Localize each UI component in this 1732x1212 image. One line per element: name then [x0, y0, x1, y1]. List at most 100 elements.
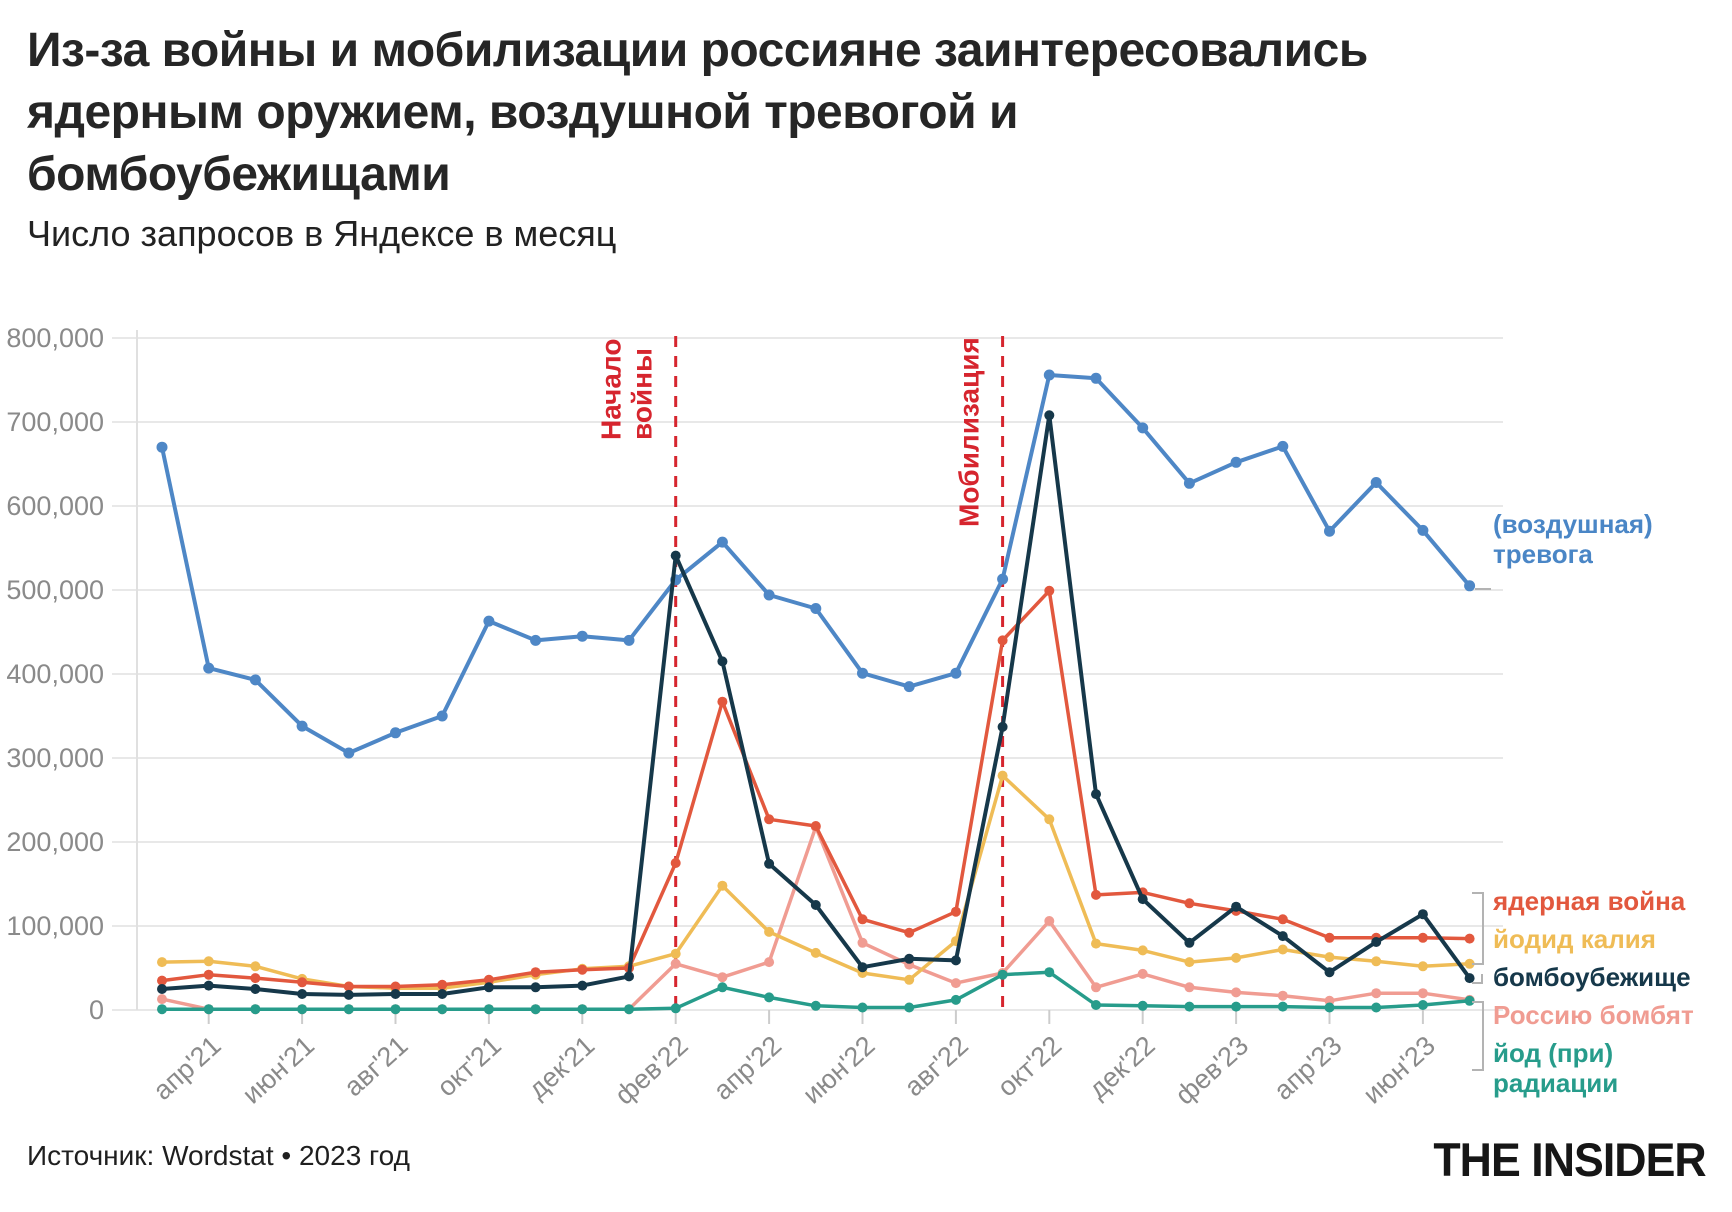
data-point: [343, 989, 354, 1000]
data-point: [950, 667, 962, 679]
data-point: [623, 634, 635, 646]
data-point: [157, 984, 167, 994]
data-point: [1184, 1001, 1195, 1012]
data-point: [717, 656, 728, 667]
data-point: [576, 630, 588, 642]
source-caption: Источник: Wordstat • 2023 год: [27, 1140, 410, 1171]
data-point: [530, 967, 541, 978]
data-point: [1183, 477, 1195, 489]
legend-bracket-war-iodide: [1472, 892, 1484, 965]
data-point: [810, 603, 822, 614]
data-point: [1324, 952, 1335, 963]
x-tick-label: июн'23: [1357, 1030, 1441, 1109]
y-tick-label: 700,000: [6, 407, 104, 437]
data-point: [1371, 1002, 1382, 1013]
data-point: [483, 982, 494, 993]
data-point: [1184, 937, 1195, 948]
data-point: [390, 981, 401, 992]
data-point: [904, 953, 915, 964]
x-tick-label: авг'22: [899, 1030, 974, 1102]
data-point: [1091, 982, 1101, 993]
data-point: [670, 958, 681, 969]
y-tick-label: 200,000: [6, 827, 104, 857]
x-tick-label: апр'21: [147, 1030, 226, 1106]
legend-russia-bombed: Россию бомбят: [1493, 1000, 1694, 1030]
data-point: [156, 441, 168, 453]
data-point: [1044, 967, 1055, 978]
data-point: [1464, 958, 1475, 969]
data-point: [1324, 525, 1335, 537]
data-point: [950, 906, 961, 917]
data-point: [763, 589, 775, 601]
data-point: [157, 1004, 167, 1015]
data-point: [530, 634, 542, 646]
data-point: [296, 720, 308, 732]
title-line-1: Из-за войны и мобилизации россияне заинт…: [27, 24, 1368, 77]
series-1: [156, 369, 1476, 759]
x-tick-label: авг'21: [338, 1030, 413, 1102]
legend-trevoga-line1: (воздушная): [1493, 509, 1653, 539]
y-tick-label: 500,000: [6, 575, 104, 605]
data-point: [950, 955, 961, 966]
event-annotations: Начало войны Мобилизация: [596, 336, 1005, 1007]
data-point: [810, 900, 821, 910]
data-point: [1417, 932, 1428, 943]
x-tick-label: окт'22: [992, 1030, 1068, 1102]
data-point: [997, 635, 1008, 646]
series-3: [157, 770, 1475, 994]
data-point: [203, 662, 215, 674]
title-line-3: бомбоубежищами: [27, 148, 451, 201]
y-tick-label: 400,000: [6, 659, 104, 689]
data-point: [1091, 1000, 1101, 1010]
data-point: [1091, 889, 1101, 900]
y-tick-label: 0: [89, 995, 104, 1025]
data-point: [624, 1004, 634, 1015]
data-point: [1231, 1001, 1242, 1012]
data-point: [670, 858, 681, 868]
data-point: [436, 710, 448, 722]
title-line-2: ядерным оружием, воздушной тревогой и: [27, 86, 1018, 139]
data-point: [1230, 456, 1242, 468]
x-tick-label: июн'22: [797, 1030, 881, 1109]
data-point: [950, 994, 961, 1005]
data-point: [904, 974, 915, 985]
data-point: [483, 974, 494, 985]
data-point: [1184, 982, 1195, 993]
legend-mark-shelter: [1472, 974, 1483, 984]
data-point: [1091, 789, 1101, 800]
gridlines: 0 100,000 200,000 300,000 400,000 500,000 600,…: [6, 323, 1503, 1025]
data-point: [1043, 369, 1055, 381]
data-point: [203, 956, 214, 967]
data-point: [997, 770, 1008, 781]
legend-iodine-radiation: йод (при) радиации: [1493, 1038, 1619, 1098]
data-point: [716, 536, 728, 548]
data-point: [343, 1004, 354, 1015]
y-tick-label: 100,000: [6, 911, 104, 941]
legend-bomb-shelter: бомбоубежище: [1493, 962, 1691, 992]
data-point: [857, 1002, 868, 1013]
data-point: [1324, 932, 1335, 943]
data-point: [1044, 585, 1055, 596]
data-point: [810, 1000, 821, 1011]
data-point: [1417, 988, 1428, 999]
event-label: войны: [627, 348, 658, 440]
series-line: [160, 373, 1472, 755]
data-point: [1464, 933, 1475, 944]
data-point: [1044, 814, 1055, 825]
data-point: [624, 971, 634, 982]
data-point: [1231, 952, 1242, 963]
data-point: [437, 1004, 448, 1015]
data-point: [577, 1004, 588, 1015]
data-point: [810, 947, 821, 958]
data-point: [1277, 990, 1288, 1001]
data-point: [203, 980, 214, 991]
x-axis-ticks: апр'21 июн'21 авг'21 окт'21 дек'21 фев'22 апр'…: [147, 1010, 1441, 1111]
x-tick-label: фев'22: [609, 1030, 694, 1110]
data-point: [904, 1002, 915, 1013]
data-point: [1184, 898, 1195, 909]
data-point: [997, 721, 1008, 732]
series-5: [157, 967, 1475, 1015]
data-point: [390, 1004, 401, 1015]
